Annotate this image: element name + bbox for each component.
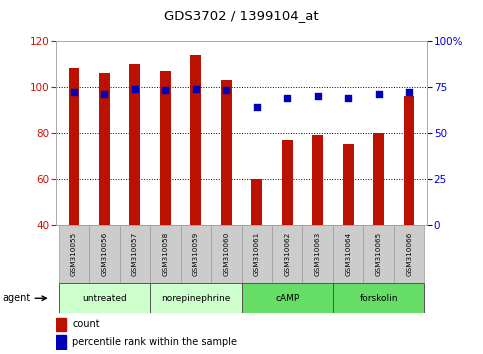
Text: count: count: [72, 319, 100, 329]
Text: GSM310056: GSM310056: [101, 232, 107, 276]
Text: GSM310059: GSM310059: [193, 232, 199, 276]
Bar: [313, 135, 323, 225]
Bar: [129, 64, 140, 225]
Bar: [69, 68, 79, 225]
Bar: [394, 225, 425, 283]
Bar: [373, 133, 384, 225]
Bar: [56, 335, 66, 349]
Point: [70, 90, 78, 95]
Point: [405, 90, 413, 95]
Point: [253, 104, 261, 110]
Bar: [160, 71, 170, 225]
Bar: [150, 225, 181, 283]
Point: [131, 86, 139, 91]
Bar: [252, 179, 262, 225]
Text: GSM310055: GSM310055: [71, 232, 77, 276]
Bar: [272, 225, 302, 283]
Bar: [242, 283, 333, 313]
Point: [222, 87, 230, 93]
Bar: [221, 80, 231, 225]
Text: GSM310058: GSM310058: [162, 232, 168, 276]
Bar: [99, 73, 110, 225]
Text: agent: agent: [2, 293, 30, 303]
Text: cAMP: cAMP: [275, 294, 299, 303]
Text: GSM310065: GSM310065: [376, 232, 382, 276]
Bar: [58, 225, 89, 283]
Bar: [333, 225, 363, 283]
Bar: [302, 225, 333, 283]
Bar: [190, 55, 201, 225]
Bar: [343, 144, 354, 225]
Text: norepinephrine: norepinephrine: [161, 294, 230, 303]
Point: [100, 91, 108, 97]
Point: [344, 95, 352, 101]
Bar: [211, 225, 242, 283]
Bar: [363, 225, 394, 283]
Bar: [58, 283, 150, 313]
Bar: [120, 225, 150, 283]
Bar: [150, 283, 242, 313]
Text: GSM310066: GSM310066: [406, 232, 412, 276]
Bar: [333, 283, 425, 313]
Bar: [404, 96, 414, 225]
Bar: [89, 225, 120, 283]
Point: [161, 87, 169, 93]
Point: [375, 91, 383, 97]
Bar: [242, 225, 272, 283]
Text: GSM310064: GSM310064: [345, 232, 351, 276]
Bar: [56, 318, 66, 331]
Text: GSM310062: GSM310062: [284, 232, 290, 276]
Text: GSM310057: GSM310057: [132, 232, 138, 276]
Text: percentile rank within the sample: percentile rank within the sample: [72, 337, 237, 347]
Point: [284, 95, 291, 101]
Text: GSM310063: GSM310063: [315, 232, 321, 276]
Bar: [181, 225, 211, 283]
Text: GSM310061: GSM310061: [254, 232, 260, 276]
Text: untreated: untreated: [82, 294, 127, 303]
Text: GDS3702 / 1399104_at: GDS3702 / 1399104_at: [164, 9, 319, 22]
Text: GSM310060: GSM310060: [223, 232, 229, 276]
Point: [314, 93, 322, 99]
Bar: [282, 139, 293, 225]
Text: forskolin: forskolin: [359, 294, 398, 303]
Point: [192, 86, 199, 91]
